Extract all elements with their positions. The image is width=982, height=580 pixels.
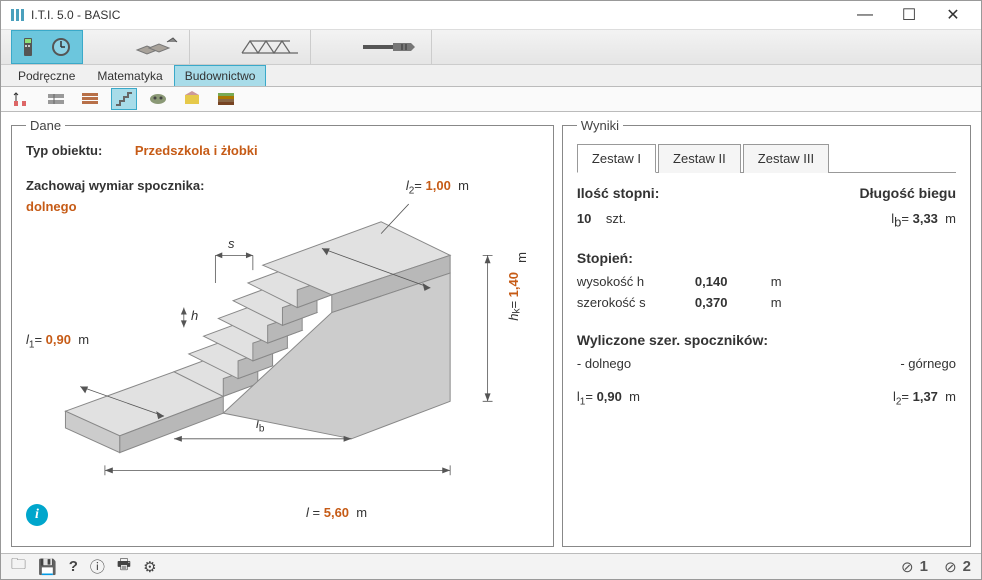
typ-value[interactable]: Przedszkola i żłobki: [135, 143, 258, 158]
wyniki-legend: Wyniki: [577, 118, 623, 133]
wrench-icon: [361, 37, 421, 57]
wys-row: wysokość h 0,140 m: [577, 274, 956, 289]
gornego-label: - górnego: [900, 356, 956, 371]
app-window: I.T.I. 5.0 - BASIC — ☐ ✕ Podręczne Matem…: [0, 0, 982, 580]
tool-stairs[interactable]: [111, 88, 137, 110]
tool-1[interactable]: [9, 88, 35, 110]
status-right: ⊘ 1 ⊘ 2: [901, 558, 971, 576]
clock-icon: [50, 36, 72, 58]
ribbon-group-tool[interactable]: [351, 30, 432, 64]
tool-3[interactable]: [77, 88, 103, 110]
tool-7[interactable]: [213, 88, 239, 110]
window-title: I.T.I. 5.0 - BASIC: [31, 8, 845, 22]
app-logo-icon: [9, 7, 25, 23]
status-help-icon[interactable]: ?: [69, 558, 78, 575]
titlebar: I.T.I. 5.0 - BASIC — ☐ ✕: [1, 1, 981, 30]
content-area: Dane Typ obiektu: Przedszkola i żłobki Z…: [1, 112, 981, 553]
l2-out: l2= 1,37 m: [893, 389, 956, 408]
statusbar: 🗀 💾 ? ⓘ 🖶 ⚙ ⊘ 1 ⊘ 2: [1, 553, 981, 579]
status-settings-icon[interactable]: ⚙: [143, 558, 156, 576]
main-tabs: Podręczne Matematyka Budownictwo: [1, 65, 981, 87]
stair-svg: [26, 172, 539, 532]
zoom-val-2: 2: [963, 558, 971, 575]
ribbon-group-bricks[interactable]: [123, 30, 190, 64]
landing-values: l1= 0,90 m l2= 1,37 m: [577, 389, 956, 408]
status-print-icon[interactable]: 🖶: [117, 554, 131, 579]
calculator-icon: [22, 36, 44, 58]
typ-label: Typ obiektu:: [26, 143, 102, 158]
dane-legend: Dane: [26, 118, 65, 133]
ilosc-val: 10: [577, 211, 591, 226]
sub-toolbar: [1, 87, 981, 112]
typ-row: Typ obiektu: Przedszkola i żłobki: [26, 143, 539, 158]
res-row-1: 10 szt. lb= 3,33 m: [577, 211, 956, 230]
landing-labels: - dolnego - górnego: [577, 356, 956, 371]
zoom-icon-2[interactable]: ⊘: [944, 558, 957, 576]
stair-diagram: Zachowaj wymiar spocznika: dolnego l2= 1…: [26, 172, 539, 532]
ribbon-group-calculator[interactable]: [11, 30, 83, 64]
bricks-icon: [133, 36, 179, 58]
window-controls: — ☐ ✕: [845, 1, 973, 29]
rtab-zestaw-2[interactable]: Zestaw II: [658, 144, 741, 173]
tab-matematyka[interactable]: Matematyka: [86, 65, 173, 86]
minimize-button[interactable]: —: [845, 1, 885, 29]
wyniki-panel: Wyniki Zestaw I Zestaw II Zestaw III Ilo…: [562, 118, 971, 547]
tab-podreczne[interactable]: Podręczne: [7, 65, 86, 86]
dlugosc-label: Długość biegu: [860, 185, 956, 201]
dane-panel: Dane Typ obiektu: Przedszkola i żłobki Z…: [11, 118, 554, 547]
tool-6[interactable]: [179, 88, 205, 110]
result-tabs: Zestaw I Zestaw II Zestaw III: [577, 143, 956, 173]
tool-5[interactable]: [145, 88, 171, 110]
l1-out: l1= 0,90 m: [577, 389, 640, 408]
tool-2[interactable]: [43, 88, 69, 110]
status-left: 🗀 💾 ? ⓘ 🖶 ⚙: [11, 554, 157, 579]
rtab-zestaw-1[interactable]: Zestaw I: [577, 144, 656, 173]
ilosc-unit: szt.: [606, 211, 626, 226]
res-head: Ilość stopni: Długość biegu: [577, 185, 956, 201]
tab-budownictwo[interactable]: Budownictwo: [174, 65, 267, 86]
status-open-icon[interactable]: 🗀: [11, 554, 26, 579]
ribbon: [1, 30, 981, 65]
status-info-icon[interactable]: ⓘ: [90, 556, 105, 577]
rtab-zestaw-3[interactable]: Zestaw III: [743, 144, 829, 173]
ilosc-label: Ilość stopni:: [577, 185, 659, 201]
maximize-button[interactable]: ☐: [889, 1, 929, 29]
zoom-val-1: 1: [920, 558, 928, 575]
spocz-label: Wyliczone szer. spoczników:: [577, 332, 956, 348]
status-save-icon[interactable]: 💾: [38, 558, 57, 576]
stopien-label: Stopień:: [577, 250, 956, 266]
zoom-icon-1[interactable]: ⊘: [901, 558, 914, 576]
lb-out: lb= 3,33 m: [891, 211, 956, 230]
dolnego-label: - dolnego: [577, 356, 631, 371]
ribbon-group-truss[interactable]: [230, 30, 311, 64]
truss-icon: [240, 37, 300, 57]
close-button[interactable]: ✕: [933, 1, 973, 29]
info-icon[interactable]: i: [26, 504, 48, 526]
szer-row: szerokość s 0,370 m: [577, 295, 956, 310]
